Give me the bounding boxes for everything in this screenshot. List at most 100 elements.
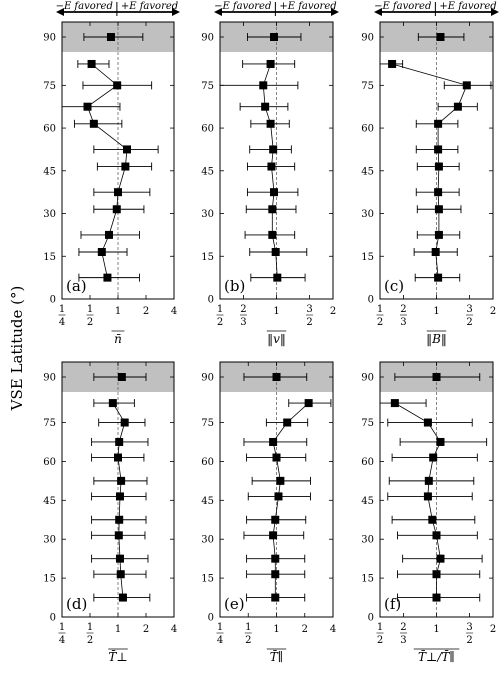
y-tick-label: 60: [361, 457, 374, 468]
trend-curve: [262, 63, 278, 278]
data-point: [112, 205, 121, 214]
x-tick-label: 2: [466, 635, 472, 646]
y-tick-label: 45: [201, 166, 214, 177]
y-tick-label: 45: [201, 496, 214, 507]
data-point: [271, 554, 280, 563]
data-point: [271, 247, 280, 256]
x-tick-label: 2: [302, 624, 308, 635]
x-tick-label: 1: [433, 306, 439, 317]
y-tick-label: 15: [43, 574, 56, 585]
y-tick-label: 0: [50, 613, 56, 624]
arrow-left-label: −E favored: [56, 1, 113, 12]
y-tick-label: 45: [43, 496, 56, 507]
panel-label: (f): [384, 595, 401, 613]
y-tick-label: 30: [201, 209, 214, 220]
y-tick-label: 90: [361, 33, 374, 44]
data-point: [436, 437, 445, 446]
x-tick-label: 2: [400, 304, 406, 315]
x-axis-label: T̄⊥/T̄∥: [418, 649, 455, 664]
data-point: [432, 570, 441, 579]
data-point: [434, 230, 443, 239]
y-tick-label: 15: [43, 252, 56, 263]
panel-label: (a): [66, 277, 87, 295]
arrow-head-right: [331, 8, 339, 16]
data-point: [283, 418, 292, 427]
data-point: [271, 570, 280, 579]
y-axis-label: VSE Latitude (°): [8, 286, 26, 412]
data-point: [432, 373, 441, 381]
x-axis-label: ‖B‖: [426, 332, 447, 346]
data-point: [434, 145, 443, 154]
y-tick-label: 0: [368, 295, 374, 306]
y-tick-label: 60: [201, 124, 214, 135]
x-tick-label: 4: [59, 317, 65, 328]
y-tick-label: 75: [361, 81, 374, 92]
data-point: [106, 33, 115, 41]
data-point: [269, 437, 278, 446]
data-point: [271, 515, 280, 524]
data-point: [272, 453, 281, 462]
data-point: [261, 102, 270, 111]
y-tick-label: 90: [43, 373, 56, 384]
data-point: [115, 554, 124, 563]
arrow-head-left: [56, 8, 64, 16]
y-tick-label: 75: [43, 81, 56, 92]
y-tick-label: 90: [361, 373, 374, 384]
y-tick-label: 60: [201, 457, 214, 468]
data-point: [266, 119, 275, 128]
x-tick-label: 1: [273, 306, 279, 317]
data-point: [114, 188, 122, 197]
data-point: [115, 515, 124, 524]
data-point: [113, 81, 122, 90]
y-tick-label: 30: [43, 535, 56, 546]
x-tick-label: 1: [217, 622, 223, 633]
data-point: [268, 230, 277, 239]
x-tick-label: 1: [377, 622, 383, 633]
data-point: [270, 33, 279, 41]
data-point: [114, 453, 122, 462]
data-point: [270, 188, 279, 197]
y-tick-label: 0: [208, 295, 214, 306]
x-tick-label: 1: [87, 304, 93, 315]
x-tick-label: 3: [400, 635, 406, 646]
data-point: [120, 418, 129, 427]
y-tick-label: 15: [201, 574, 214, 585]
data-point: [114, 531, 123, 540]
data-point: [276, 476, 285, 485]
y-tick-label: 0: [208, 613, 214, 624]
y-tick-label: 60: [43, 124, 56, 135]
x-tick-label: 2: [490, 306, 496, 317]
data-point: [429, 453, 438, 462]
data-point: [104, 230, 113, 239]
panel-label: (b): [224, 277, 245, 295]
x-tick-label: 4: [171, 306, 177, 317]
favored-arrow-3: −E favored +E favored: [374, 1, 499, 16]
x-tick-label: 4: [330, 624, 336, 635]
y-tick-label: 30: [201, 535, 214, 546]
data-point: [431, 247, 440, 256]
y-tick-label: 45: [43, 166, 56, 177]
x-tick-label: 1: [59, 304, 65, 315]
y-tick-label: 15: [361, 574, 374, 585]
favored-arrows: −E favored +E favored −E favored +E favored…: [56, 1, 499, 16]
x-tick-label: 2: [377, 317, 383, 328]
arrow-head-left: [374, 8, 382, 16]
x-tick-label: 1: [217, 304, 223, 315]
y-tick-label: 60: [43, 457, 56, 468]
data-point: [388, 59, 397, 68]
data-point: [436, 33, 445, 41]
y-tick-label: 30: [43, 209, 56, 220]
panel-label: (c): [384, 277, 404, 295]
y-tick-label: 90: [43, 33, 56, 44]
data-point: [121, 162, 130, 171]
data-point: [423, 492, 432, 501]
x-tick-label: 2: [143, 306, 149, 317]
x-axis-label: T̄⊥: [108, 649, 127, 664]
data-point: [423, 418, 432, 427]
arrow-right-label: +E favored: [439, 1, 496, 12]
x-tick-label: 2: [330, 306, 336, 317]
data-point: [434, 162, 443, 171]
y-tick-label: 90: [201, 33, 214, 44]
